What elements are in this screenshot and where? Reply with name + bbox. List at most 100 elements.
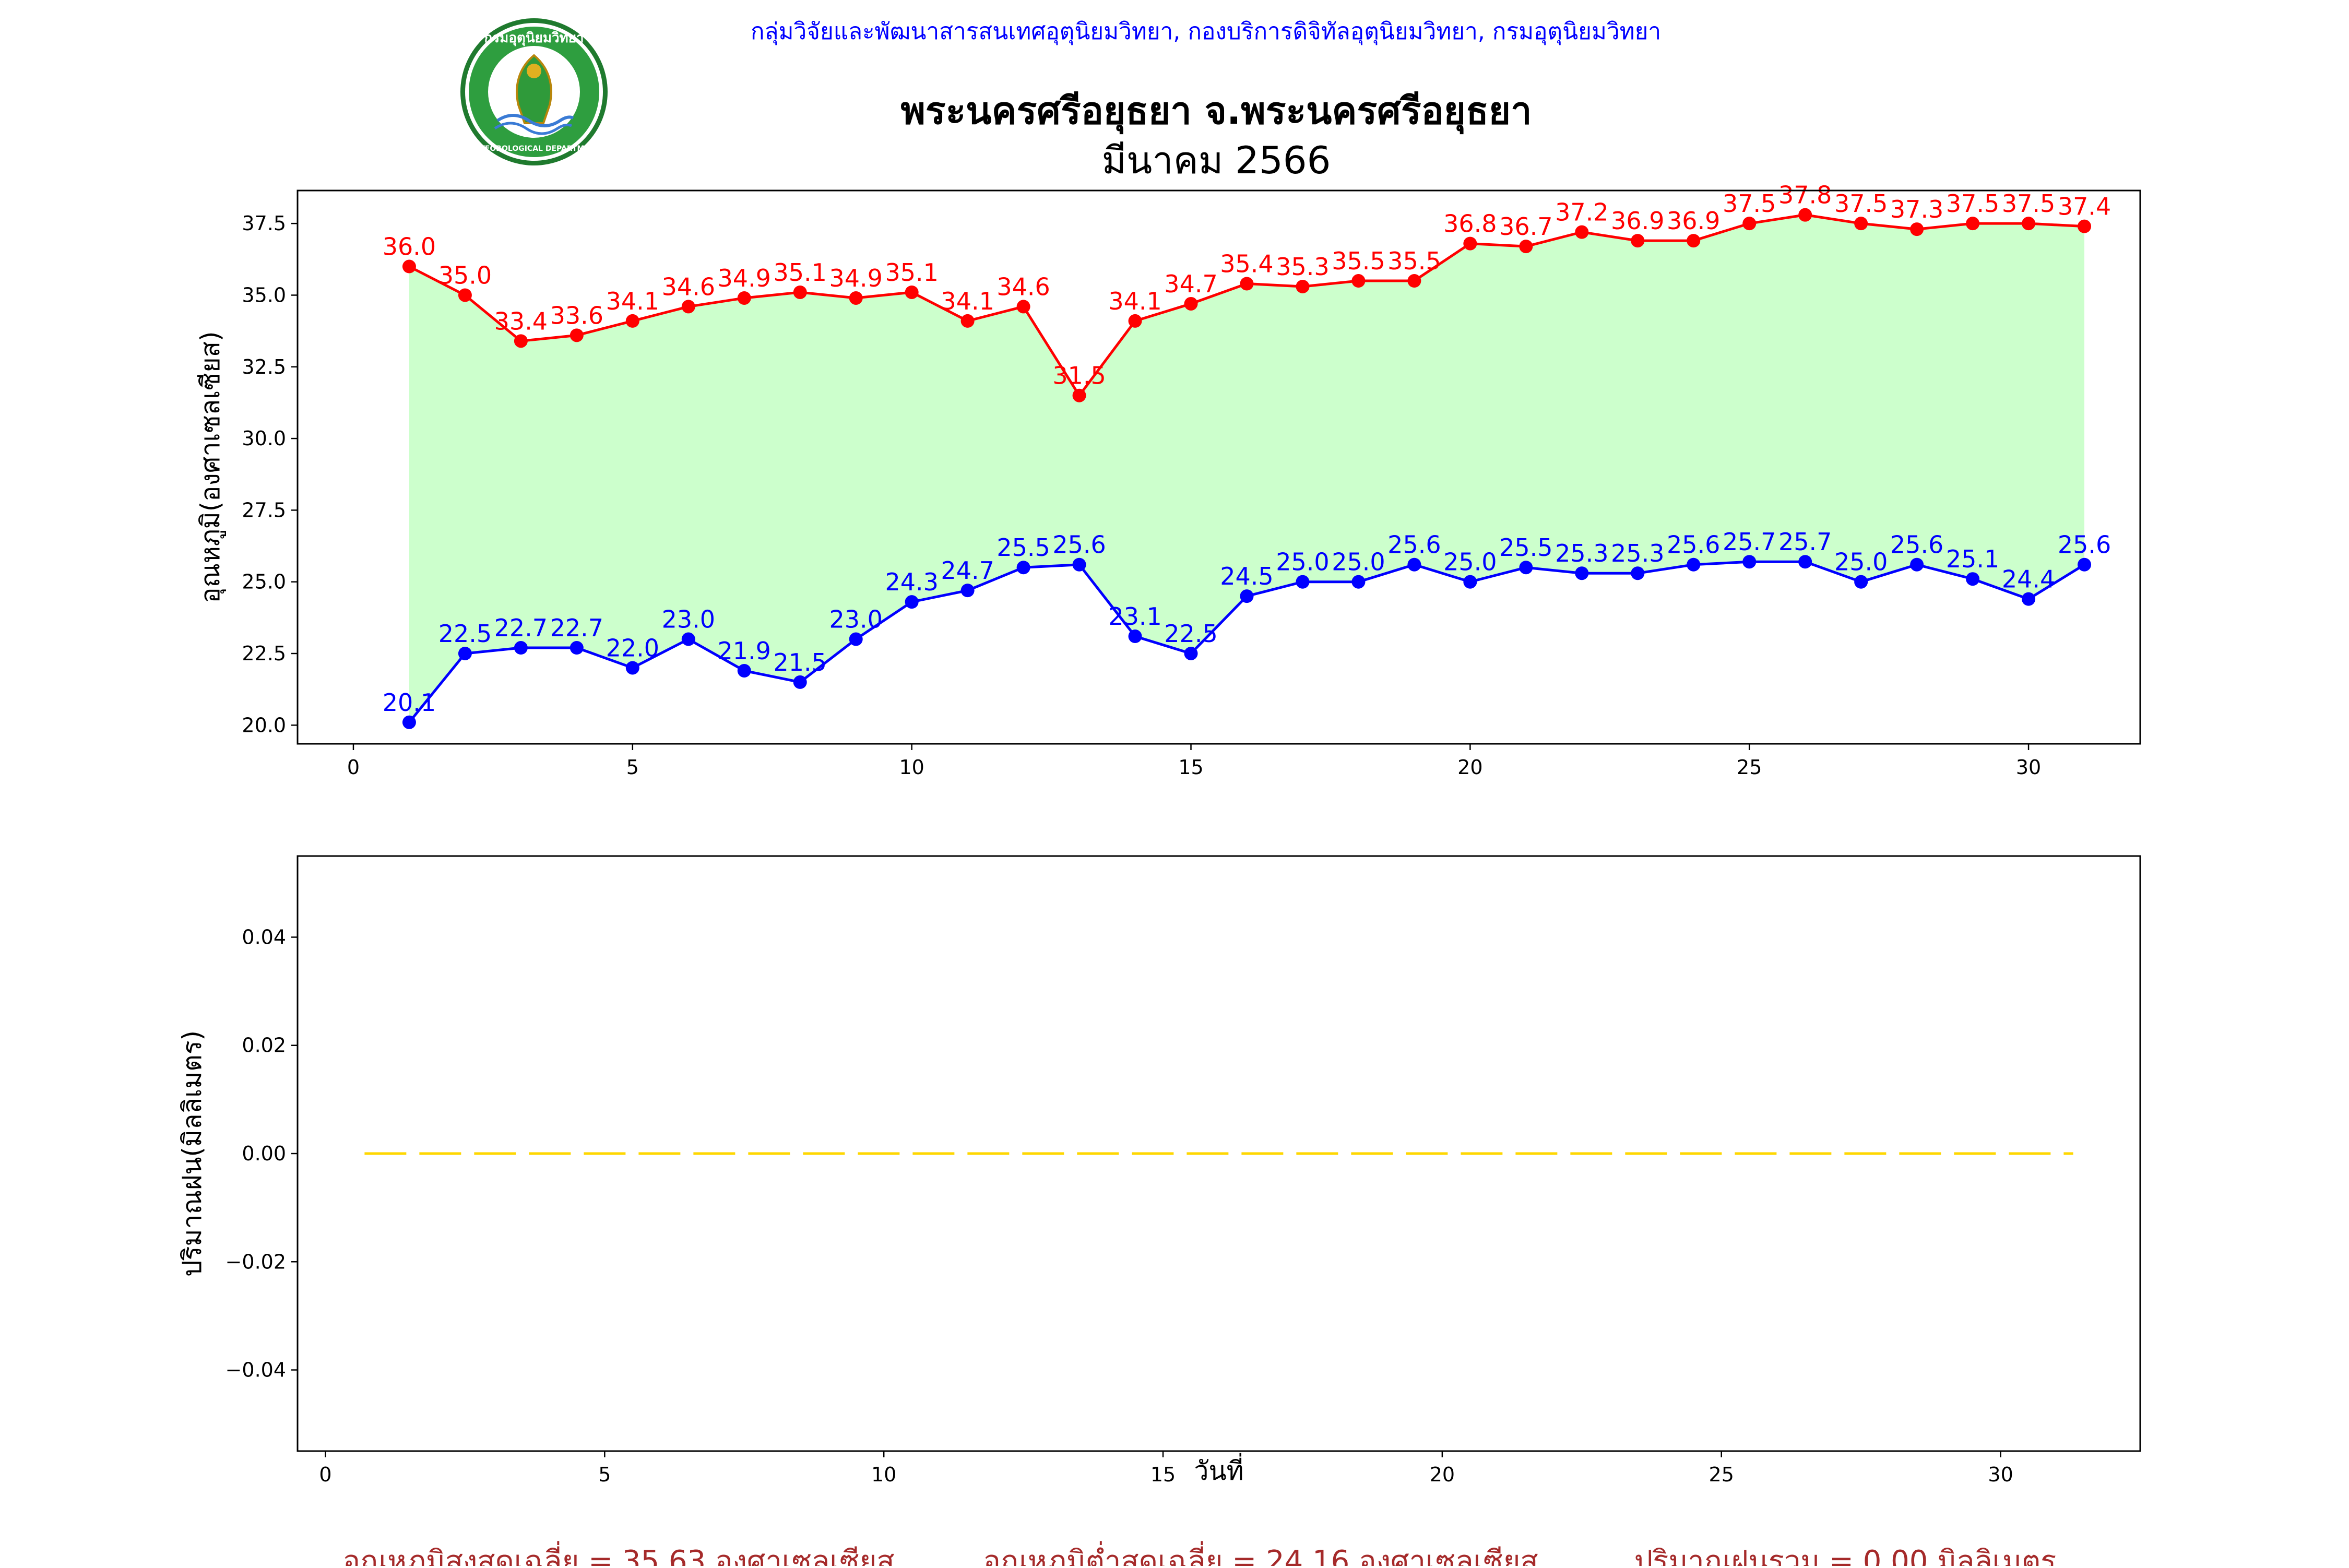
max-temp-point — [1910, 222, 1924, 236]
x-tick-label: 10 — [899, 756, 924, 779]
max-temp-point — [1072, 388, 1086, 402]
min-temp-label: 25.0 — [1276, 548, 1329, 576]
temperature-chart: 0 5 10 15 20 25 30 20.0 22.5 25.0 27.5 30.0 32.5 35.0… — [195, 181, 2141, 779]
min-temp-point — [737, 663, 751, 678]
min-temp-point — [1128, 629, 1142, 644]
max-temp-label: 37.5 — [1946, 189, 1999, 218]
min-temp-point — [458, 646, 472, 660]
min-temp-label: 22.5 — [438, 620, 492, 648]
y-axis-label: อุณหภูมิ(องศาเซลเซียส) — [195, 331, 226, 603]
min-temp-label: 24.3 — [885, 568, 938, 596]
max-temp-point — [1966, 217, 1980, 231]
max-temp-point — [514, 334, 528, 348]
max-temp-label: 34.9 — [829, 264, 882, 292]
y-tick-label: 0.04 — [242, 925, 286, 948]
x-axis-label: วันที่ — [1194, 1453, 1243, 1486]
min-temp-point — [849, 632, 863, 646]
page-title: พระนครศรีอยุธยา จ.พระนครศรีอยุธยา — [900, 89, 1532, 135]
max-temp-point — [1240, 277, 1254, 291]
min-temp-label: 25.0 — [1443, 548, 1497, 576]
y-tick-label: 20.0 — [242, 714, 286, 737]
max-temp-label: 36.9 — [1611, 207, 1664, 235]
min-temp-point — [1575, 566, 1589, 580]
min-temp-point — [402, 715, 416, 729]
max-temp-point — [1854, 217, 1868, 231]
min-temp-point — [1631, 566, 1645, 580]
max-temp-label: 37.4 — [2058, 193, 2111, 221]
min-temp-label: 23.0 — [662, 605, 715, 634]
x-tick-label: 30 — [2016, 756, 2041, 779]
max-temp-label: 35.1 — [774, 258, 827, 287]
min-temp-label: 20.1 — [383, 688, 436, 717]
min-temp-label: 25.6 — [2058, 531, 2111, 559]
rainfall-chart: 0 5 10 15 20 25 30 −0.04 −0.02 0.00 0.02 0.04 ปริมาณ… — [177, 855, 2141, 1486]
max-temp-label: 34.7 — [1164, 270, 1217, 298]
max-temp-label: 37.3 — [1890, 195, 1943, 223]
max-temp-point — [625, 314, 639, 328]
x-tick-label: 5 — [598, 1463, 611, 1486]
min-temp-label: 24.5 — [1220, 562, 1273, 590]
org-line: กลุ่มวิจัยและพัฒนาสารสนเทศอุตุนิยมวิทยา,… — [751, 18, 1661, 45]
min-temp-label: 21.5 — [774, 648, 827, 676]
max-temp-label: 34.1 — [1108, 287, 1161, 315]
y-tick-label: 0.02 — [242, 1034, 286, 1057]
min-temp-label: 22.7 — [550, 614, 603, 642]
x-tick-label: 25 — [1709, 1463, 1734, 1486]
max-temp-label: 34.9 — [718, 264, 771, 292]
max-temp-point — [1351, 274, 1366, 288]
min-temp-label: 25.5 — [1499, 533, 1552, 562]
max-temp-label: 34.1 — [941, 287, 994, 315]
max-temp-point — [737, 291, 751, 305]
water-wave-icon — [494, 122, 572, 135]
min-temp-point — [1742, 555, 1757, 569]
y-tick-label: 0.00 — [242, 1142, 286, 1165]
x-tick-label: 0 — [319, 1463, 331, 1486]
deity-head-icon — [527, 64, 541, 78]
max-temp-point — [1184, 296, 1198, 311]
max-temp-label: 36.9 — [1667, 207, 1720, 235]
avg-max-summary: อุณหภูมิสูงสุดเฉลี่ย = 35.63 องศาเซลเซีย… — [342, 1541, 894, 1566]
x-tick-label: 10 — [871, 1463, 896, 1486]
min-temp-label: 21.9 — [718, 637, 771, 665]
max-temp-label: 37.8 — [1778, 181, 1832, 209]
x-tick-label: 0 — [347, 756, 360, 779]
min-temp-label: 25.5 — [996, 533, 1050, 562]
min-temp-point — [1966, 572, 1980, 586]
max-temp-point — [793, 285, 807, 299]
max-temp-point — [960, 314, 975, 328]
min-temp-label: 25.0 — [1332, 548, 1385, 576]
rainfall-plot-frame — [296, 855, 2141, 1452]
min-temp-label: 25.1 — [1946, 545, 1999, 573]
max-temp-label: 31.5 — [1052, 362, 1106, 390]
x-tick-label: 25 — [1737, 756, 1762, 779]
y-tick-label: 25.0 — [242, 571, 286, 593]
min-temp-point — [2078, 557, 2092, 572]
min-temp-label: 25.7 — [1723, 528, 1776, 556]
max-temp-label: 35.0 — [438, 261, 492, 289]
min-temp-label: 22.5 — [1164, 620, 1217, 648]
min-temp-point — [514, 641, 528, 655]
min-temp-point — [625, 661, 639, 675]
min-temp-label: 23.1 — [1108, 602, 1161, 631]
max-temp-point — [1631, 234, 1645, 248]
max-temp-label: 37.5 — [1834, 189, 1888, 218]
temperature-range-band — [409, 215, 2085, 722]
rain-total-summary: ปริมาณฝนรวม = 0.00 มิลลิเมตร — [1634, 1545, 2057, 1566]
min-temp-point — [1184, 646, 1198, 660]
min-temp-point — [2022, 592, 2036, 606]
min-temp-point — [960, 584, 975, 598]
min-temp-point — [1351, 575, 1366, 589]
max-temp-label: 37.2 — [1555, 198, 1608, 227]
max-temp-point — [570, 328, 584, 342]
max-temp-label: 36.0 — [383, 233, 436, 261]
min-temp-point — [1463, 575, 1477, 589]
x-tick-label: 30 — [1988, 1463, 2013, 1486]
y-axis-label: ปริมาณฝน(มิลลิเมตร) — [177, 1030, 207, 1277]
min-temp-label: 25.6 — [1387, 531, 1441, 559]
min-temp-point — [1016, 561, 1030, 575]
max-temp-point — [849, 291, 863, 305]
max-temp-point — [1742, 217, 1757, 231]
max-temp-point — [1687, 234, 1701, 248]
meteorological-department-logo: กรมอุตุนิยมวิทยา METEOROLOGICAL DEPARTME… — [460, 18, 608, 165]
